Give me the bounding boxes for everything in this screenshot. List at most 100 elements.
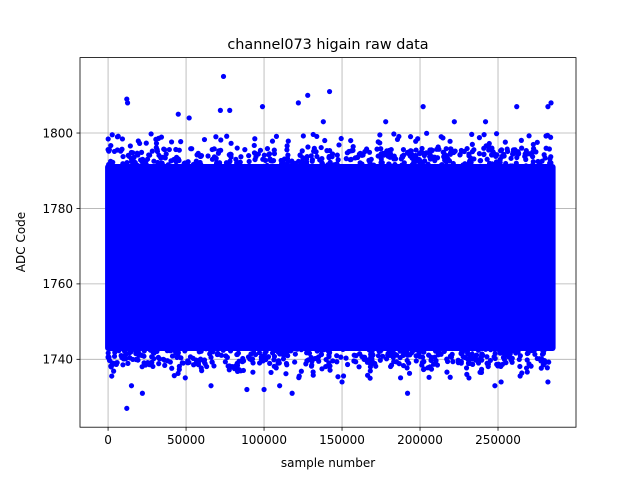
data-point — [545, 104, 551, 110]
data-point — [195, 163, 201, 169]
data-point — [284, 362, 290, 368]
data-point — [109, 373, 115, 379]
data-point — [275, 360, 281, 366]
data-point — [120, 161, 126, 167]
data-point — [226, 363, 233, 369]
data-point — [473, 357, 479, 363]
data-point — [158, 160, 164, 166]
data-point — [197, 356, 204, 362]
data-point — [309, 358, 315, 364]
data-point — [162, 147, 168, 153]
data-point — [314, 133, 320, 140]
data-point — [114, 134, 121, 140]
data-point — [391, 156, 397, 162]
data-point — [498, 379, 504, 385]
data-point — [401, 152, 407, 158]
data-point — [318, 351, 325, 358]
data-point — [404, 390, 411, 396]
data-point — [422, 158, 428, 164]
data-point — [282, 346, 288, 352]
data-point — [124, 159, 130, 166]
data-point — [299, 158, 305, 164]
data-point — [211, 146, 217, 152]
data-point — [309, 157, 316, 163]
data-point — [450, 359, 456, 365]
data-point — [335, 374, 341, 380]
data-point — [502, 139, 508, 145]
data-point — [314, 153, 320, 160]
data-point — [377, 132, 383, 138]
data-point — [406, 370, 413, 376]
data-point — [138, 149, 145, 155]
data-point — [299, 148, 305, 154]
data-point — [444, 356, 450, 362]
data-point — [404, 365, 410, 371]
data-point — [285, 138, 291, 144]
data-point — [259, 104, 266, 110]
data-point — [344, 361, 351, 368]
y-tick-label: 1740 — [42, 353, 73, 367]
data-point — [475, 163, 481, 170]
data-point — [390, 349, 396, 355]
data-point — [515, 349, 521, 355]
data-point — [343, 355, 349, 361]
data-point — [269, 350, 276, 356]
data-point — [335, 157, 341, 163]
data-point — [425, 365, 431, 371]
data-point — [113, 360, 119, 366]
data-point — [285, 353, 291, 359]
data-point — [294, 346, 300, 352]
data-point — [162, 155, 168, 161]
data-point — [108, 160, 114, 166]
data-point — [413, 152, 419, 159]
data-point — [240, 358, 247, 364]
data-point — [468, 155, 474, 161]
data-point — [366, 347, 372, 353]
data-point — [264, 162, 270, 169]
data-point — [348, 156, 354, 162]
data-point — [415, 136, 421, 142]
data-point — [116, 348, 122, 354]
data-point — [382, 152, 388, 158]
plot-frame — [79, 57, 577, 428]
data-point — [186, 115, 192, 121]
data-point — [407, 352, 413, 358]
data-point — [310, 372, 316, 378]
data-point — [278, 160, 285, 166]
data-point — [128, 156, 134, 162]
data-point — [261, 152, 267, 158]
data-point — [383, 119, 389, 125]
data-point — [447, 138, 453, 144]
data-point — [435, 144, 441, 150]
data-point — [391, 358, 397, 365]
data-point — [358, 345, 364, 351]
data-point — [182, 348, 188, 354]
data-point — [367, 375, 373, 381]
data-point — [375, 353, 382, 359]
data-point — [201, 359, 207, 365]
data-point — [108, 364, 114, 370]
chart-title: channel073 higain raw data — [227, 37, 428, 53]
data-point — [175, 370, 181, 377]
data-point — [484, 156, 490, 162]
data-point — [482, 119, 489, 125]
data-point — [128, 383, 135, 389]
data-point — [305, 144, 311, 150]
data-point — [267, 360, 273, 366]
data-point — [227, 348, 234, 354]
data-point — [475, 347, 481, 353]
data-point — [367, 368, 373, 374]
data-point — [350, 143, 356, 150]
data-point — [438, 162, 444, 168]
data-point — [425, 161, 431, 167]
data-point — [284, 143, 290, 149]
data-point — [264, 146, 271, 152]
data-point — [285, 152, 291, 158]
data-point — [319, 366, 325, 372]
data-point — [174, 163, 180, 169]
data-point — [327, 159, 333, 165]
data-point — [119, 136, 126, 142]
data-point — [213, 161, 220, 167]
data-point — [300, 133, 306, 139]
data-point — [234, 351, 240, 358]
